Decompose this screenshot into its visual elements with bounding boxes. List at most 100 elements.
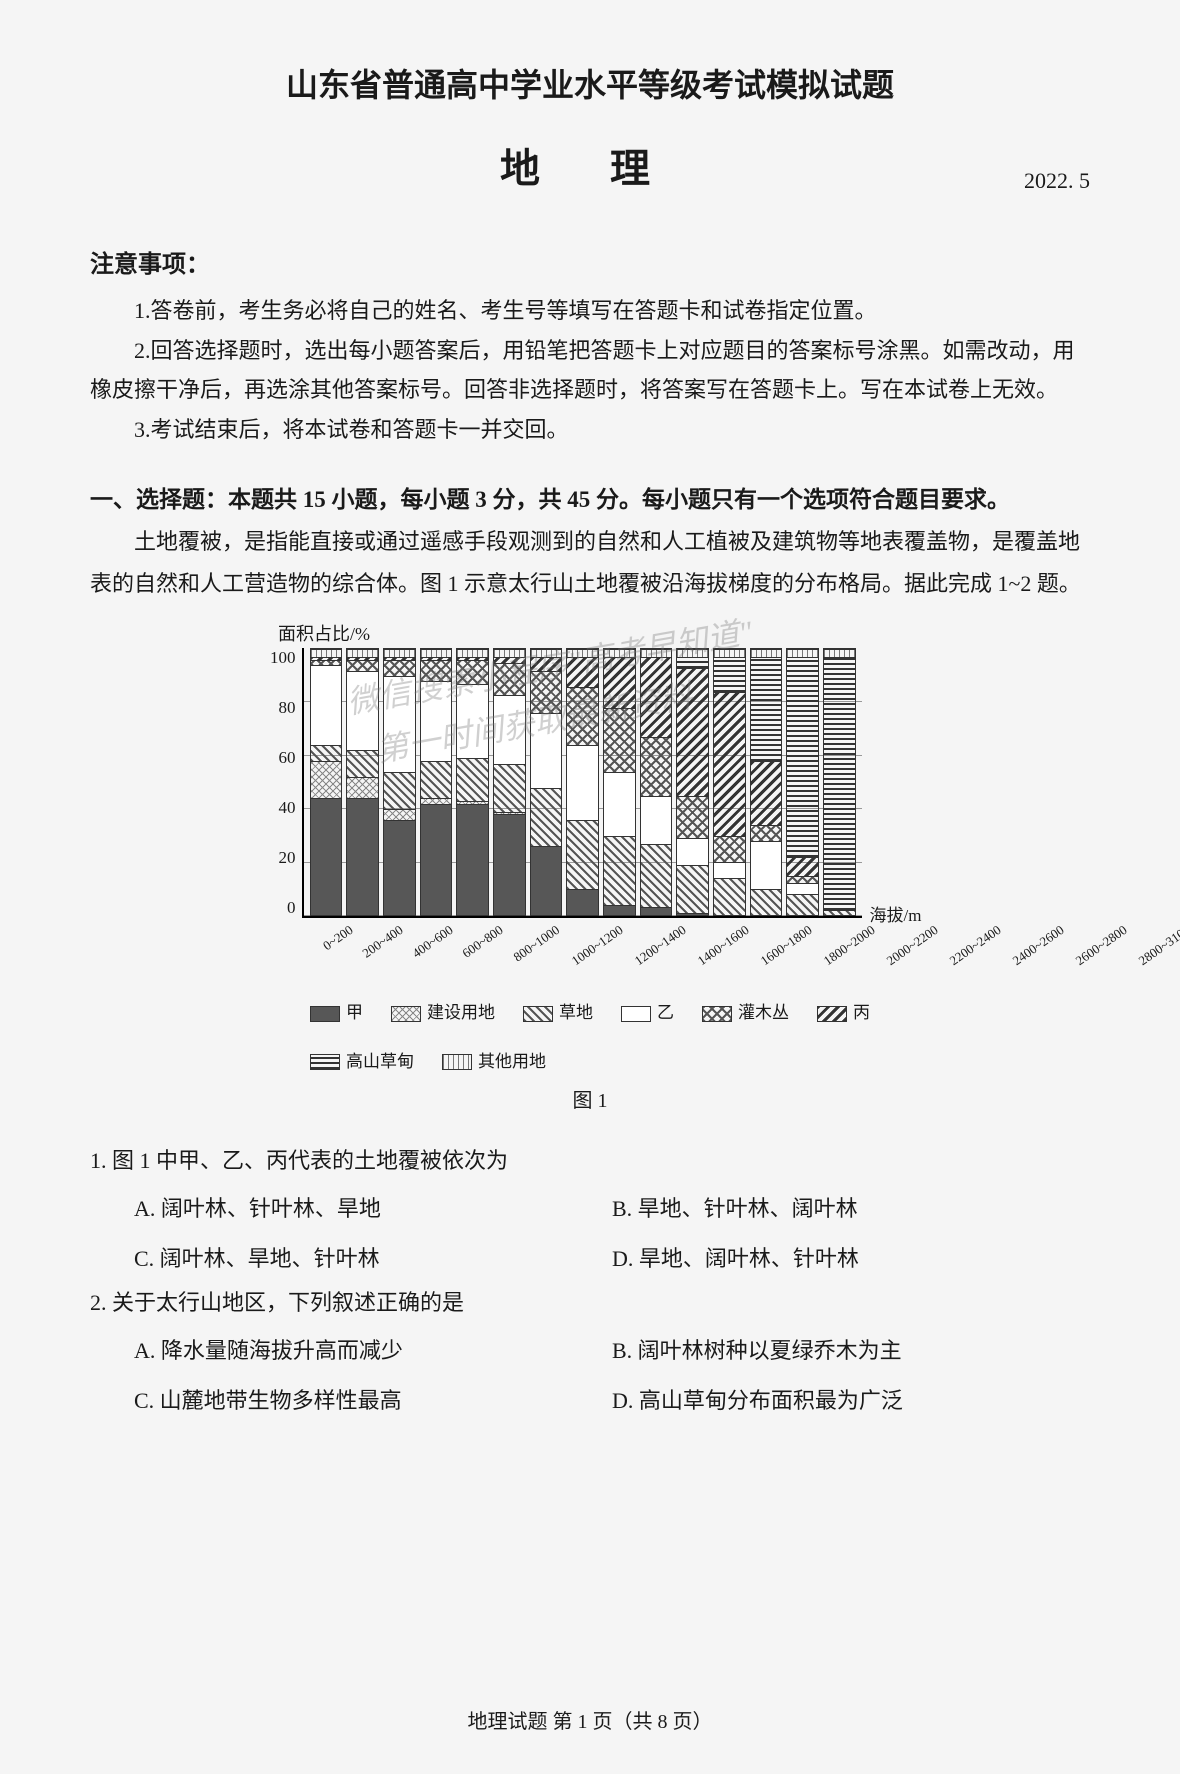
bar-segment-bing: [714, 692, 745, 836]
x-tick: 1400~1600: [695, 922, 766, 989]
section1-heading: 一、选择题：本题共 15 小题，每小题 3 分，共 45 分。每小题只有一个选项…: [90, 479, 1090, 520]
bar-segment-jia: [347, 798, 378, 915]
q1-stem: 1. 图 1 中甲、乙、丙代表的土地覆被依次为: [90, 1139, 1090, 1183]
bar-segment-yi: [751, 841, 782, 889]
bar-segment-yi: [494, 695, 525, 764]
bar-segment-guanmu: [787, 876, 818, 884]
chart-bar: [346, 648, 379, 916]
bar-segment-yi: [641, 796, 672, 844]
bar-segment-qita: [641, 649, 672, 657]
legend-label: 建设用地: [427, 998, 495, 1029]
bar-segment-caodi: [641, 844, 672, 908]
x-tick: 1000~1200: [568, 922, 639, 989]
chart-bar: [530, 648, 563, 916]
question-1: 1. 图 1 中甲、乙、丙代表的土地覆被依次为 A. 阔叶林、针叶林、旱地 B.…: [90, 1139, 1090, 1281]
x-tick: 2800~3100: [1136, 922, 1180, 989]
exam-date: 2022. 5: [1024, 168, 1090, 194]
bar-segment-caodi: [751, 889, 782, 916]
y-tick: 100: [270, 648, 296, 668]
bar-segment-caodi: [677, 865, 708, 913]
legend-swatch: [310, 1054, 340, 1070]
chart-bar: [383, 648, 416, 916]
q1-option-b: B. 旱地、针叶林、阔叶林: [612, 1187, 1090, 1231]
question-2: 2. 关于太行山地区，下列叙述正确的是 A. 降水量随海拔升高而减少 B. 阔叶…: [90, 1281, 1090, 1423]
legend-swatch: [621, 1006, 651, 1022]
legend-swatch: [391, 1006, 421, 1022]
bar-segment-qita: [494, 649, 525, 657]
bar-segment-guanmu: [347, 660, 378, 671]
x-tick: 1600~1800: [758, 922, 829, 989]
instruction-1: 1.答卷前，考生务必将自己的姓名、考生号等填写在答题卡和试卷指定位置。: [90, 291, 1090, 331]
passage-text: 土地覆被，是指能直接或通过遥感手段观测到的自然和人工植被及建筑物等地表覆盖物，是…: [90, 521, 1090, 605]
chart-bar: [310, 648, 343, 916]
x-tick: 2200~2400: [947, 922, 1018, 989]
legend-item-guanmu: 灌木丛: [702, 998, 789, 1029]
bar-segment-caodi: [457, 758, 488, 801]
bar-segment-yi: [457, 684, 488, 758]
bar-segment-guanmu: [677, 796, 708, 839]
y-tick: 80: [279, 698, 296, 718]
q1-option-d: D. 旱地、阔叶林、针叶林: [612, 1237, 1090, 1281]
y-tick: 40: [279, 798, 296, 818]
bar-segment-jianshe: [384, 809, 415, 820]
y-tick: 20: [279, 848, 296, 868]
legend-label: 其他用地: [478, 1047, 546, 1078]
legend-swatch: [702, 1006, 732, 1022]
bar-segment-yi: [311, 665, 342, 745]
instruction-2: 2.回答选择题时，选出每小题答案后，用铅笔把答题卡上对应题目的答案标号涂黑。如需…: [90, 331, 1090, 410]
main-title: 山东省普通高中学业水平等级考试模拟试题: [90, 60, 1090, 106]
bar-segment-guanmu: [457, 660, 488, 684]
bar-segment-qita: [714, 649, 745, 657]
chart-y-axis: 100806040200: [270, 648, 302, 918]
x-tick: 1200~1400: [631, 922, 702, 989]
bar-segment-guanmu: [531, 671, 562, 714]
chart-y-label: 面积占比/%: [278, 620, 910, 646]
bar-segment-jia: [641, 907, 672, 915]
page-footer: 地理试题 第 1 页（共 8 页）: [0, 1705, 1180, 1734]
bar-segment-guanmu: [641, 737, 672, 796]
legend-item-jia: 甲: [310, 998, 363, 1029]
bar-segment-guanmu: [604, 708, 635, 772]
bar-segment-yi: [714, 862, 745, 878]
bar-segment-yi: [567, 745, 598, 819]
bar-segment-guanmu: [714, 836, 745, 863]
bar-segment-jia: [494, 814, 525, 915]
bar-segment-yi: [531, 713, 562, 787]
bar-segment-caodi: [714, 878, 745, 915]
legend-label: 高山草甸: [346, 1047, 414, 1078]
bar-segment-caodi: [604, 836, 635, 905]
bar-segment-gaoshan: [677, 657, 708, 668]
legend-swatch: [310, 1006, 340, 1022]
bar-segment-caodi: [311, 745, 342, 761]
bar-segment-qita: [347, 649, 378, 657]
bar-segment-caodi: [531, 788, 562, 847]
instructions-heading: 注意事项：: [90, 244, 1090, 279]
legend-item-yi: 乙: [621, 998, 674, 1029]
chart-plot: 海拔/m 微信搜索小程序"高考早知道" 第一时间获取最新资料: [302, 648, 862, 918]
bar-segment-caodi: [787, 894, 818, 915]
bar-segment-jia: [311, 798, 342, 915]
bar-segment-jia: [604, 905, 635, 916]
instruction-3: 3.考试结束后，将本试卷和答题卡一并交回。: [90, 410, 1090, 450]
bar-segment-qita: [421, 649, 452, 657]
chart-bar: [823, 648, 856, 916]
bar-segment-qita: [787, 649, 818, 657]
bar-segment-yi: [677, 838, 708, 865]
x-tick: 2000~2200: [884, 922, 955, 989]
q2-option-d: D. 高山草甸分布面积最为广泛: [612, 1379, 1090, 1423]
chart-bar: [420, 648, 453, 916]
bar-segment-guanmu: [384, 660, 415, 676]
bar-segment-guanmu: [751, 825, 782, 841]
x-tick: 1800~2000: [821, 922, 892, 989]
legend-item-gaoshan: 高山草甸: [310, 1047, 414, 1078]
bar-segment-qita: [824, 649, 855, 657]
q2-option-b: B. 阔叶林树种以夏绿乔木为主: [612, 1329, 1090, 1373]
bar-segment-gaoshan: [714, 657, 745, 692]
bar-segment-guanmu: [494, 663, 525, 695]
x-tick: 2600~2800: [1073, 922, 1144, 989]
y-tick: 0: [287, 898, 296, 918]
bar-segment-yi: [347, 671, 378, 751]
legend-item-bing: 丙: [817, 998, 870, 1029]
q1-option-c: C. 阔叶林、旱地、针叶林: [134, 1237, 612, 1281]
bar-segment-bing: [677, 668, 708, 796]
